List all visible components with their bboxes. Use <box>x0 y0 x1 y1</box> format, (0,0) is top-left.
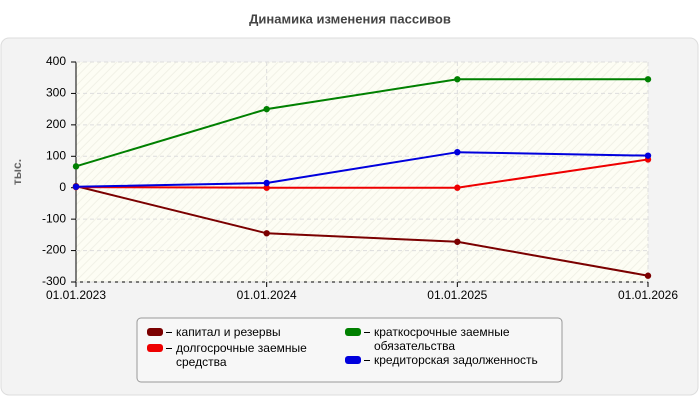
y-tick-label: 400 <box>46 54 66 68</box>
legend-entry: капитал и резервы <box>147 325 341 339</box>
x-tick-label: 01.01.2024 <box>237 288 297 302</box>
y-tick-label: 100 <box>46 148 66 162</box>
y-tick-label: 300 <box>46 86 66 100</box>
legend-entry: долгосрочные заемные средства <box>147 341 341 369</box>
series-line <box>75 158 649 189</box>
legend-entry: краткосрочные заемные обязательства <box>345 325 569 353</box>
point <box>644 272 652 279</box>
y-tick-label: 0 <box>59 180 66 194</box>
point <box>454 76 461 83</box>
point <box>454 238 461 245</box>
point <box>454 184 461 191</box>
legend-swatch <box>147 344 163 352</box>
point <box>72 163 80 170</box>
legend-label: долгосрочные заемные средства <box>176 341 307 369</box>
legend-dash <box>364 360 370 361</box>
legend-dash <box>364 332 370 333</box>
x-tick-label: 01.01.2023 <box>46 288 106 302</box>
legend-label: капитал и резервы <box>176 325 281 339</box>
legend <box>136 317 563 383</box>
legend-label: кредиторская задолженность <box>374 353 538 367</box>
legend-swatch <box>147 328 163 336</box>
series-line <box>75 78 648 168</box>
legend-swatch <box>345 328 361 336</box>
x-tick-label: 01.01.2026 <box>618 288 678 302</box>
legend-label: краткосрочные заемные обязательства <box>374 325 510 353</box>
point <box>263 230 270 237</box>
legend-entry: кредиторская задолженность <box>345 353 569 367</box>
plot-area <box>76 62 648 282</box>
legend-dash <box>166 348 172 349</box>
point <box>263 105 270 113</box>
series-line <box>75 151 649 188</box>
series-line <box>75 185 649 277</box>
legend-swatch <box>345 356 361 364</box>
y-tick-label: 200 <box>46 117 66 131</box>
y-axis-label: тыс. <box>10 159 24 185</box>
chart-title: Динамика изменения пассивов <box>249 11 451 26</box>
point <box>644 76 652 83</box>
y-tick-label: -200 <box>42 243 66 257</box>
point <box>72 183 80 190</box>
legend-dash <box>166 332 172 333</box>
point <box>644 152 652 159</box>
point <box>263 179 270 187</box>
point <box>263 184 270 191</box>
point <box>454 149 461 156</box>
y-tick-label: -300 <box>42 274 66 288</box>
y-tick-label: -100 <box>42 211 66 225</box>
x-tick-label: 01.01.2025 <box>427 288 487 302</box>
